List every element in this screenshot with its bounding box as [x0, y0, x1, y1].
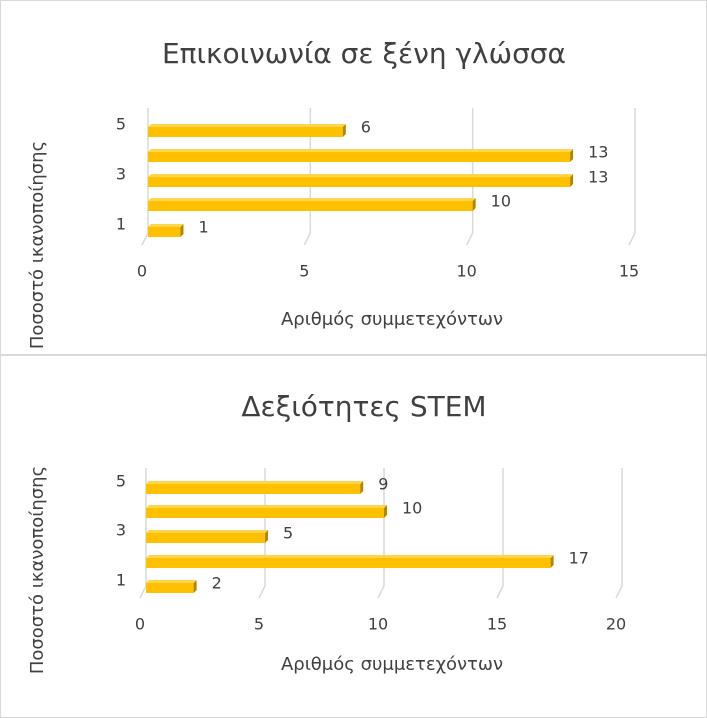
bar-side [570, 174, 574, 187]
value-label: 10 [402, 499, 422, 518]
bar-side [472, 198, 476, 211]
y-tick-label: 1 [116, 215, 126, 234]
bar-side [570, 149, 574, 162]
grid-line [615, 468, 623, 599]
y-axis-title: Ποσοστό ικανοποίησης [27, 466, 48, 674]
bar [148, 177, 571, 187]
x-tick-label: 15 [619, 262, 639, 281]
bar [146, 533, 265, 543]
x-tick-label: 10 [368, 615, 388, 634]
x-tick-label: 0 [135, 615, 145, 634]
bar-side [265, 530, 268, 543]
bar-side [360, 481, 364, 494]
bar-top [146, 530, 268, 533]
x-tick-label: 0 [137, 262, 147, 281]
bar [148, 152, 571, 162]
bar-top [148, 198, 476, 201]
x-tick-label: 20 [606, 615, 626, 634]
grid-line [141, 108, 149, 246]
value-label: 13 [588, 168, 608, 187]
x-axis-title: Αριθμός συμμετεχόντων [281, 654, 503, 675]
x-axis-title: Αριθμός συμμετεχόντων [281, 309, 503, 330]
bar-top [148, 149, 574, 152]
x-tick-label: 10 [456, 262, 476, 281]
grid-line [139, 468, 147, 599]
bar-side [180, 224, 184, 237]
bar-side [193, 580, 197, 593]
y-tick-label: 5 [116, 472, 126, 491]
bar [146, 508, 384, 518]
x-tick-label: 5 [254, 615, 264, 634]
bar [146, 583, 194, 593]
bar-top [148, 124, 346, 127]
value-label: 1 [198, 218, 208, 237]
y-tick-label: 3 [116, 165, 126, 184]
value-label: 17 [569, 549, 589, 568]
bar [146, 484, 361, 494]
value-label: 10 [491, 192, 511, 211]
y-tick-label: 3 [116, 521, 126, 540]
y-tick-label: 5 [116, 115, 126, 134]
bar [148, 227, 181, 237]
value-label: 6 [361, 118, 371, 137]
grid-line [496, 468, 504, 599]
bar-side [550, 555, 554, 568]
y-tick-label: 1 [116, 571, 126, 590]
bar [148, 201, 473, 211]
value-label: 2 [212, 574, 222, 593]
bar-top [148, 174, 574, 177]
value-label: 5 [283, 524, 293, 543]
bar-side [342, 124, 346, 137]
bar-top [146, 505, 387, 508]
bar-top [146, 580, 197, 583]
bar-top [146, 555, 554, 558]
chart-title: Δεξιότητες STEM [241, 390, 486, 423]
chart-title: Επικοινωνία σε ξένη γλώσσα [162, 37, 566, 70]
value-label: 13 [588, 143, 608, 162]
grid-line [628, 108, 636, 246]
bar [146, 558, 551, 568]
y-axis-title: Ποσοστό ικανοποίησης [27, 141, 48, 349]
bar [148, 127, 343, 137]
x-tick-label: 5 [299, 262, 309, 281]
bar-top [146, 481, 364, 484]
bar-top [148, 224, 184, 227]
bar-side [384, 505, 387, 518]
value-label: 9 [378, 475, 388, 494]
x-tick-label: 15 [487, 615, 507, 634]
